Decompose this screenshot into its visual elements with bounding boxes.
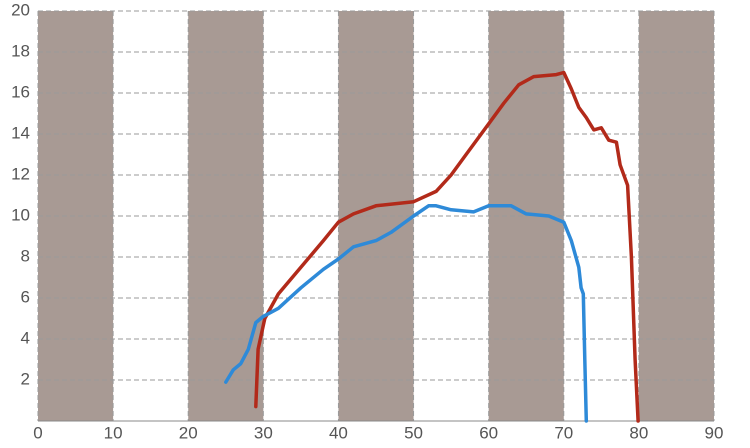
x-tick-label: 80: [629, 423, 648, 442]
line: [254, 70, 640, 423]
y-tick-label: 12: [11, 164, 30, 183]
y-tick-label: 14: [11, 123, 30, 142]
x-tick-label: 40: [329, 423, 348, 442]
x-tick-label: 90: [705, 423, 724, 442]
x-tick-label: 70: [554, 423, 573, 442]
x-tick-label: 30: [254, 423, 273, 442]
y-tick-label: 6: [21, 287, 30, 306]
x-tick-label: 10: [104, 423, 123, 442]
y-tick-label: 18: [11, 41, 30, 60]
y-tick-label: 2: [21, 369, 30, 388]
y-tick-label: 8: [21, 246, 30, 265]
y-tick-label: 4: [21, 328, 30, 347]
x-tick-label: 0: [33, 423, 42, 442]
line: [224, 204, 589, 423]
y-tick-label: 20: [11, 0, 30, 19]
y-tick-label: 16: [11, 82, 30, 101]
shaded-band: [638, 11, 714, 421]
x-tick-label: 20: [179, 423, 198, 442]
y-tick-label: 10: [11, 205, 30, 224]
x-tick-label: 60: [479, 423, 498, 442]
x-tick-label: 50: [404, 423, 423, 442]
